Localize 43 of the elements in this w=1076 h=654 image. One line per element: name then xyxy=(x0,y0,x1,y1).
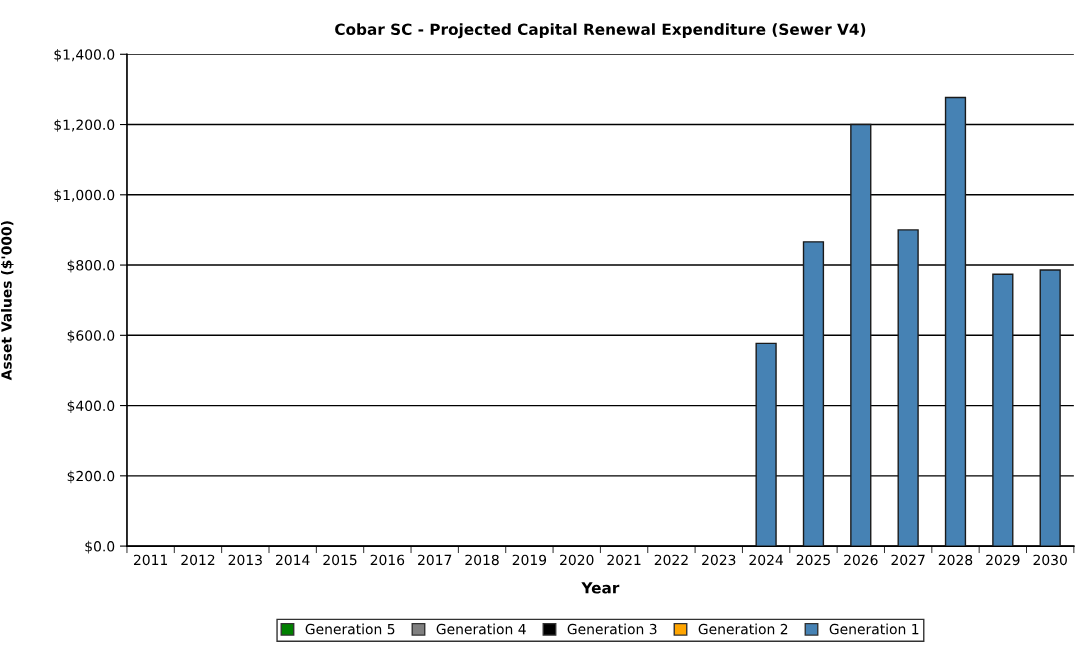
x-tick-label: 2026 xyxy=(844,554,878,566)
x-tick-label: 2025 xyxy=(796,554,830,566)
legend-label: Generation 3 xyxy=(567,623,657,635)
y-tick-label: $200.0 xyxy=(67,470,115,484)
x-tick-label: 2013 xyxy=(228,554,262,566)
y-tick-label: $1,400.0 xyxy=(54,49,115,62)
x-tick-label: 2017 xyxy=(418,554,452,566)
legend-label: Generation 4 xyxy=(436,623,526,635)
x-tick-label: 2011 xyxy=(133,554,168,566)
x-tick-label: 2023 xyxy=(702,554,736,566)
bar xyxy=(1039,269,1061,547)
chart-title: Cobar SC - Projected Capital Renewal Expenditure (Sewer V4) xyxy=(335,23,866,39)
y-tick-label: $600.0 xyxy=(67,330,115,343)
x-tick-label: 2018 xyxy=(465,554,499,566)
bar xyxy=(850,123,872,547)
x-axis-title: Year xyxy=(581,582,620,594)
x-tick-label: 2014 xyxy=(276,554,310,566)
legend-label: Generation 2 xyxy=(698,623,788,635)
y-tick-label: $800.0 xyxy=(67,259,115,273)
bar xyxy=(944,96,967,547)
x-tick-label: 2028 xyxy=(938,554,973,566)
x-tick-label: 2024 xyxy=(749,554,784,566)
y-axis-title: Asset Values ($'000) xyxy=(0,221,14,381)
x-tick-label: 2021 xyxy=(607,554,641,566)
y-tick-label: $0.0 xyxy=(85,540,115,554)
bar xyxy=(992,273,1014,547)
legend-label: Generation 5 xyxy=(305,623,395,635)
y-tick-label: $1,000.0 xyxy=(54,189,115,203)
bar xyxy=(755,342,777,547)
x-tick-label: 2012 xyxy=(181,554,215,566)
x-tick-label: 2022 xyxy=(654,554,688,566)
x-tick-label: 2029 xyxy=(986,554,1020,566)
x-tick-label: 2030 xyxy=(1033,554,1067,566)
y-tick-label: $1,200.0 xyxy=(54,119,115,132)
bar xyxy=(802,241,825,547)
x-tick-label: 2020 xyxy=(560,554,594,566)
x-tick-label: 2027 xyxy=(891,554,925,566)
y-tick-label: $400.0 xyxy=(67,400,115,413)
legend-label: Generation 1 xyxy=(829,623,919,635)
x-tick-label: 2019 xyxy=(512,554,547,566)
bar xyxy=(897,229,919,547)
x-tick-label: 2015 xyxy=(323,554,357,566)
x-tick-label: 2016 xyxy=(370,554,405,566)
